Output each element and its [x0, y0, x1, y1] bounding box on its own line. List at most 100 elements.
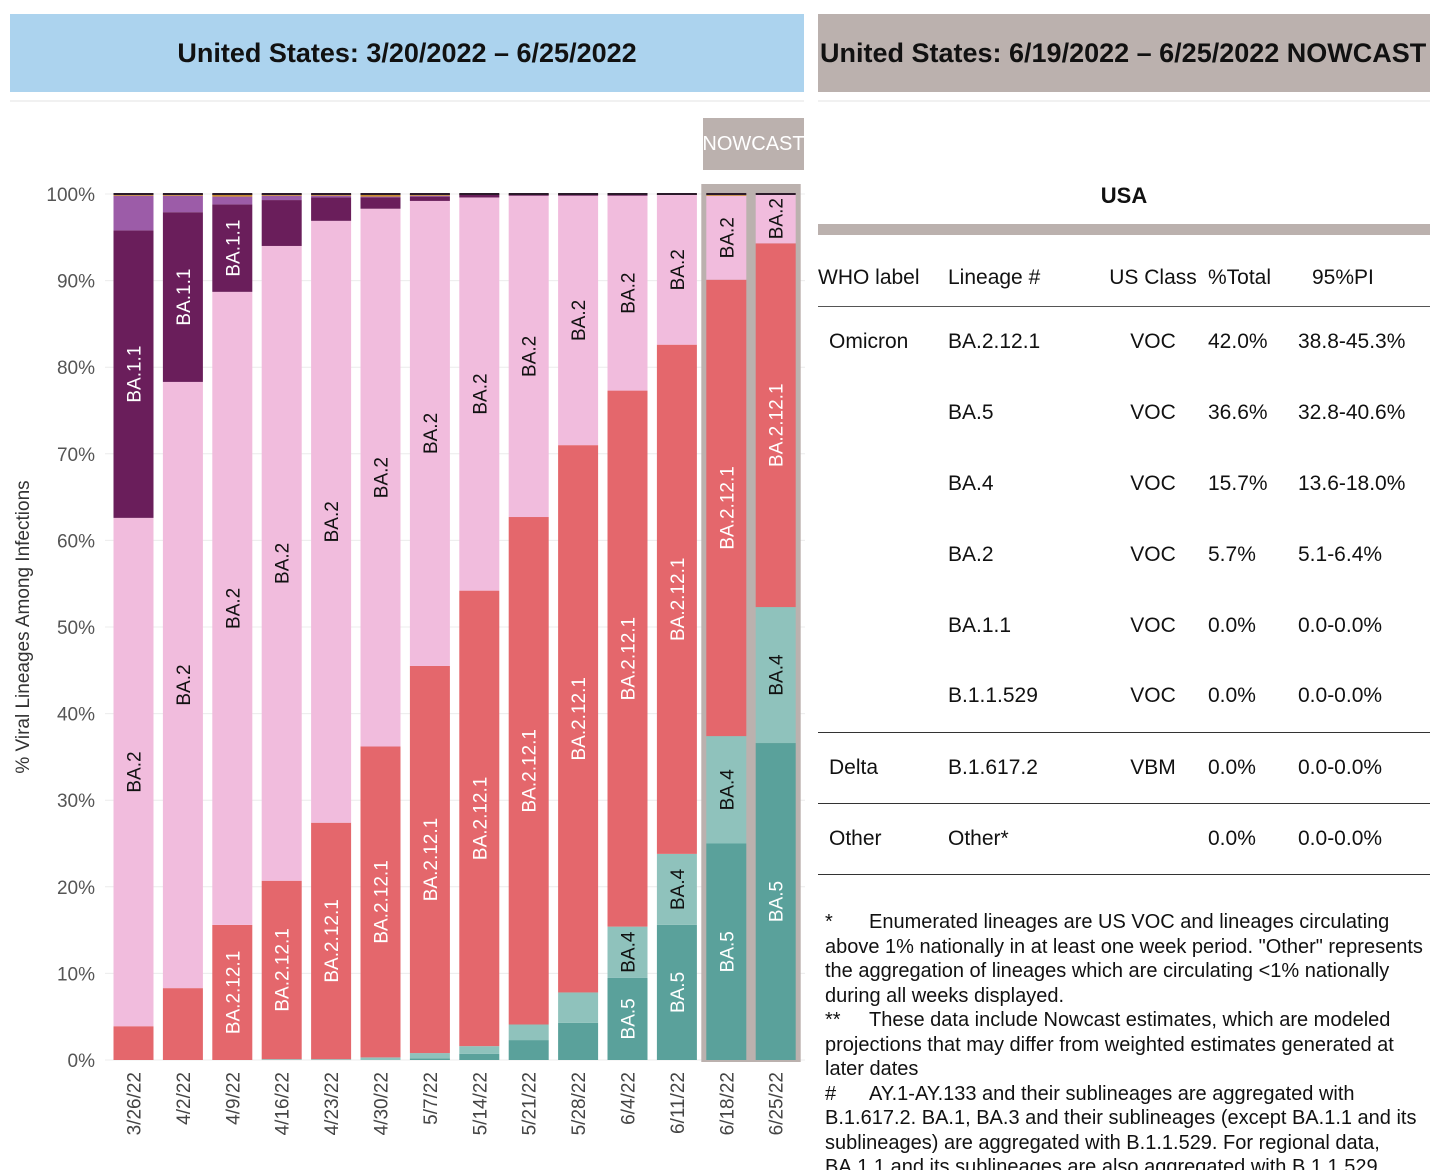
cell-us-class: VOC: [1130, 542, 1176, 566]
header-left-rule: [10, 100, 804, 102]
table-row: B.1.1.529 VOC 0.0% 0.0-0.0%: [818, 661, 1430, 733]
cell-lineage: BA.2: [948, 542, 994, 566]
cell-who-label: [818, 377, 948, 448]
cell-prediction-interval: 13.6-18.0%: [1298, 471, 1406, 495]
segment-label: BA.1.1: [174, 269, 195, 326]
cell-us-class: VOC: [1098, 661, 1208, 733]
bar-segment: [558, 1022, 599, 1060]
segment-label: BA.2.12.1: [322, 899, 343, 982]
segment-label: BA.2.12.1: [569, 677, 590, 760]
x-tick-label: 4/16/22: [273, 1072, 294, 1135]
table-row: Omicron BA.2.12.1 VOC 42.0% 38.8-45.3%: [818, 306, 1430, 377]
cell-prediction-interval: 38.8-45.3%: [1298, 329, 1406, 353]
bar-segment: [755, 243, 796, 608]
cell-us-class: VOC: [1130, 471, 1176, 495]
segment-label: BA.2: [322, 501, 343, 542]
table-row: BA.2 VOC 5.7% 5.1-6.4%: [818, 519, 1430, 590]
bar-segment: [656, 924, 697, 1060]
bar-segment: [261, 200, 302, 246]
cell-lineage: B.1.1.529: [948, 661, 1098, 733]
header-right-nowcast-range: United States: 6/19/2022 – 6/25/2022 NOW…: [818, 14, 1430, 92]
bar-segment: [706, 843, 747, 1060]
y-tick-label: 20%: [57, 878, 95, 899]
cell-prediction-interval: 0.0-0.0%: [1298, 732, 1430, 804]
bar-segment: [113, 230, 154, 518]
footnote-mark: #: [825, 1082, 837, 1105]
table-title: USA: [1100, 183, 1148, 208]
bar-segment: [162, 381, 203, 989]
bar-segment: [607, 977, 648, 1060]
segment-label: BA.1.1: [125, 346, 146, 403]
segment-label: BA.2: [421, 413, 442, 454]
cell-lineage: BA.2.12.1: [948, 329, 1041, 353]
segment-label: BA.2.12.1: [767, 383, 788, 466]
footnote-text: These data include Nowcast estimates, wh…: [825, 1009, 1394, 1080]
cell-prediction-interval: 32.8-40.6%: [1298, 400, 1406, 424]
cell-who-label: [818, 519, 948, 590]
bar-segment: [706, 279, 747, 737]
bar-segment: [607, 194, 648, 196]
segment-label: BA.2: [717, 217, 738, 258]
cell-percent-total: 42.0%: [1208, 329, 1268, 353]
footnotes: * Enumerated lineages are US VOC and line…: [825, 910, 1430, 1170]
segment-label: BA.2.12.1: [421, 818, 442, 901]
segment-label: BA.4: [619, 931, 640, 973]
cell-percent-total: 15.7%: [1208, 471, 1268, 495]
bar-segment: [656, 853, 697, 925]
table-body: Omicron BA.2.12.1 VOC 42.0% 38.8-45.3% BA.5 VO…: [818, 306, 1430, 875]
y-tick-label: 50%: [57, 618, 95, 639]
segment-label: BA.2: [668, 249, 689, 290]
table-row: BA.5 VOC 36.6% 32.8-40.6%: [818, 377, 1430, 448]
y-axis-label: % Viral Lineages Among Infections: [13, 480, 34, 773]
bar-segment: [261, 245, 302, 881]
x-tick-label: 4/9/22: [223, 1072, 244, 1125]
cell-who-label: Delta: [818, 732, 948, 804]
cell-prediction-interval: 0.0-0.0%: [1298, 803, 1430, 875]
bar-segment: [558, 195, 599, 446]
bar-segment: [459, 197, 500, 591]
y-tick-label: 90%: [57, 272, 95, 293]
bar-segment: [656, 194, 697, 345]
bar-segment: [113, 195, 154, 231]
cell-percent-total: 0.0%: [1208, 732, 1298, 804]
segment-label: BA.2: [619, 273, 640, 314]
bar-segment: [113, 517, 154, 1027]
segment-label: BA.2: [767, 198, 788, 239]
table-title-bar: [818, 224, 1430, 235]
table-row: BA.1.1 VOC 0.0% 0.0-0.0%: [818, 590, 1430, 661]
bar-segment: [360, 197, 401, 209]
header-right-rule: [818, 100, 1430, 102]
bar-segment: [558, 194, 599, 196]
x-tick-label: 6/11/22: [668, 1072, 689, 1134]
segment-label: BA.2: [174, 664, 195, 705]
bar-segment: [558, 992, 599, 1023]
cell-us-class: VOC: [1130, 329, 1176, 353]
bar-segment: [508, 194, 549, 196]
cell-prediction-interval: 0.0-0.0%: [1298, 613, 1383, 637]
cell-percent-total: 36.6%: [1208, 400, 1268, 424]
bar-segment: [360, 1057, 401, 1060]
bar-segment: [162, 212, 203, 382]
bar-segment: [261, 1059, 302, 1060]
bar-segment: [607, 195, 648, 391]
bar-segment: [409, 1053, 450, 1059]
segment-label: BA.2.12.1: [520, 729, 541, 812]
cell-percent-total: 0.0%: [1208, 613, 1256, 637]
segment-label: BA.2.12.1: [717, 466, 738, 549]
segment-label: BA.2: [569, 300, 590, 341]
table-row: Delta B.1.617.2 VBM 0.0% 0.0-0.0%: [818, 732, 1430, 804]
bar-segment: [459, 590, 500, 1047]
cell-who-label: [818, 590, 948, 661]
chart-gridlines: [105, 193, 805, 1061]
segment-label: BA.5: [619, 998, 640, 1039]
bar-segment: [261, 195, 302, 201]
x-tick-label: 6/25/22: [767, 1072, 788, 1135]
bar-segment: [311, 220, 352, 823]
bar-segment: [459, 194, 500, 198]
cell-percent-total: 0.0%: [1208, 661, 1298, 733]
cell-who-label: [818, 661, 948, 733]
table-row: BA.4 VOC 15.7% 13.6-18.0%: [818, 448, 1430, 519]
bar-segment: [607, 926, 648, 978]
cell-percent-total: 5.7%: [1208, 542, 1256, 566]
chart-segment-labels: BA.1.1 BA.2 BA.1.1 BA.2 BA.1.1 BA.2 BA.2.12.1 B…: [125, 198, 788, 1039]
